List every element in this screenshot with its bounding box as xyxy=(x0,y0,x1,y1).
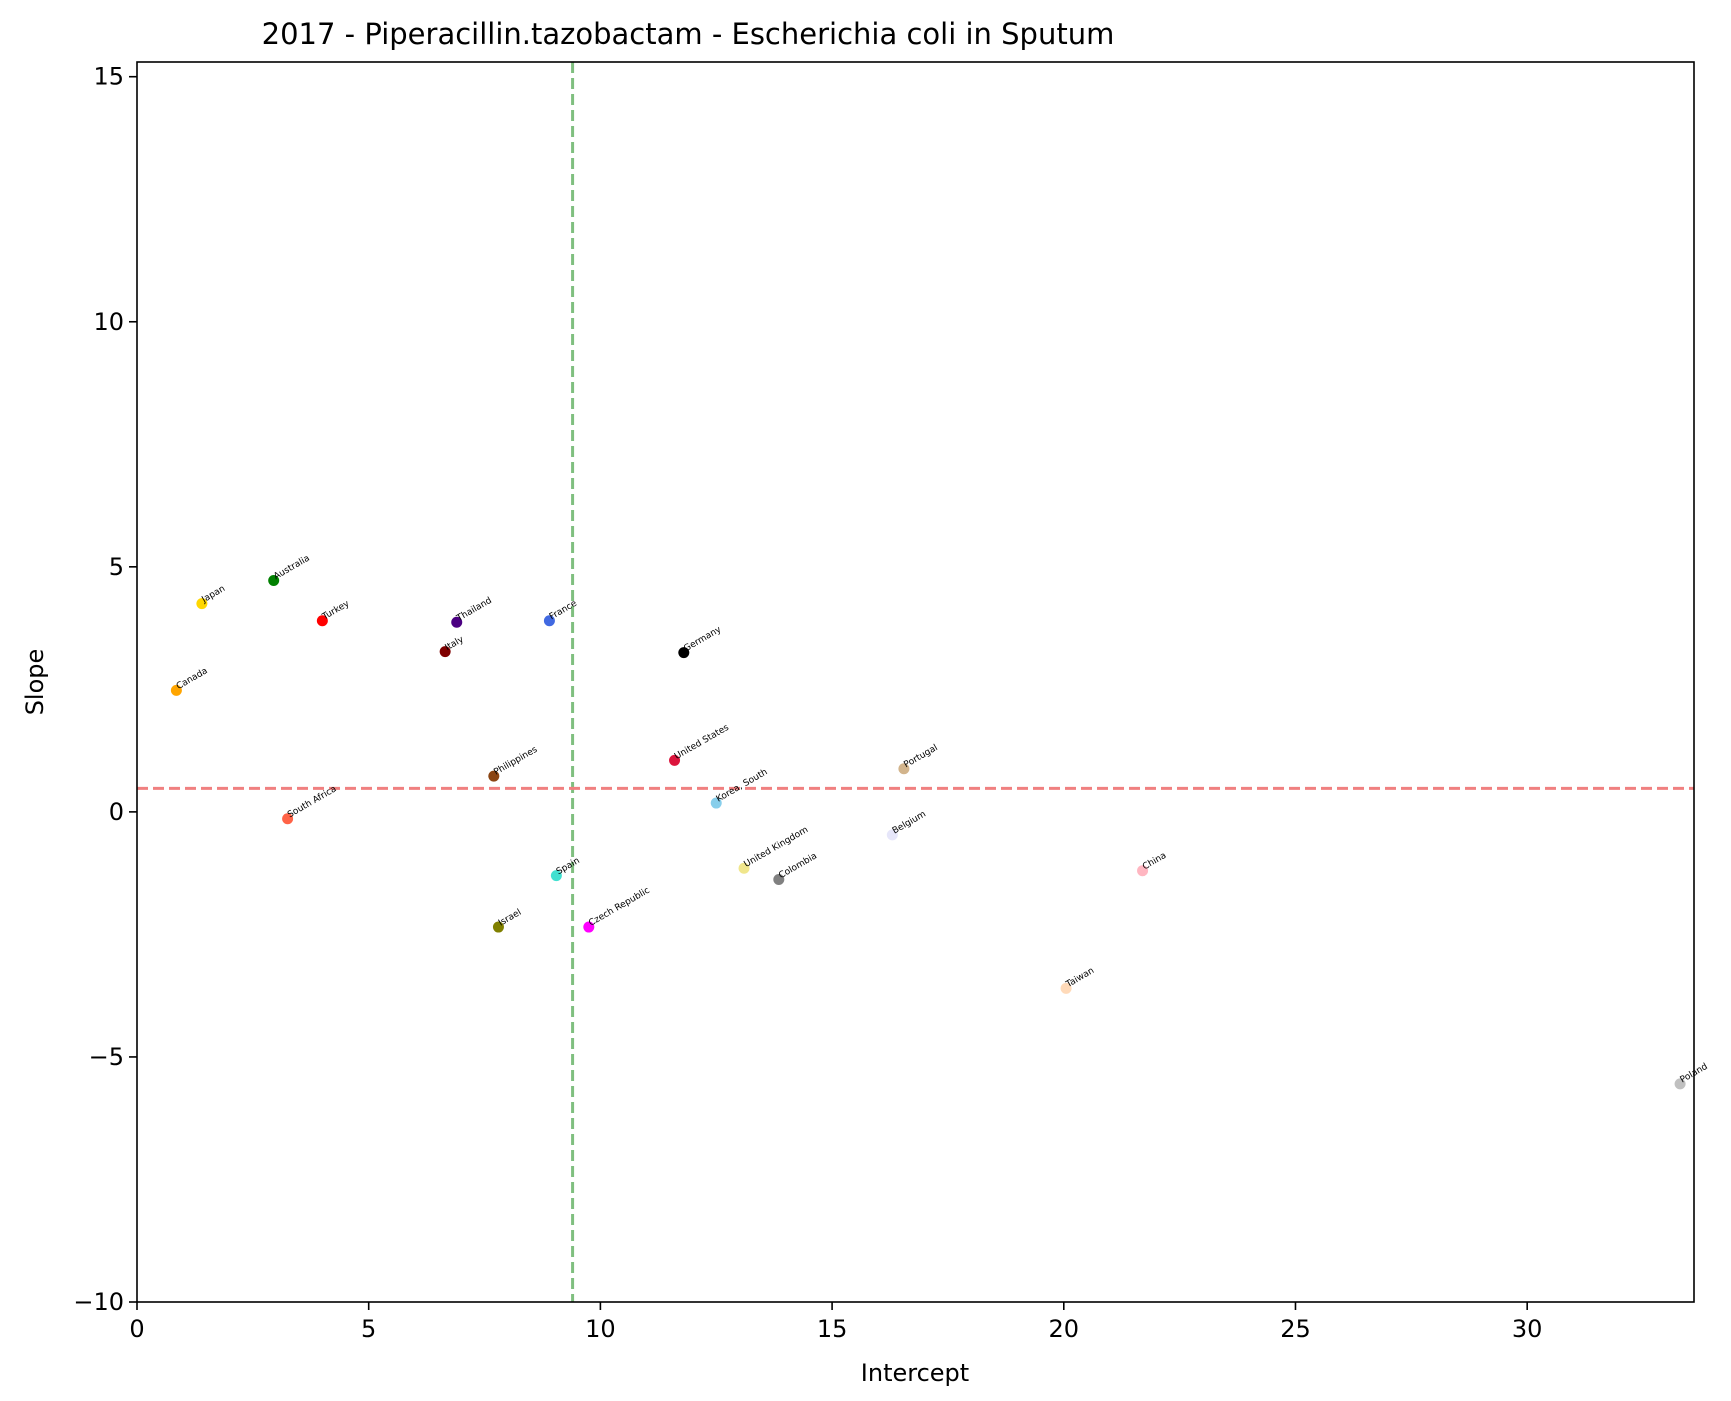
chart-title: 2017 - Piperacillin.tazobactam - Escheri… xyxy=(262,17,1115,51)
x-tick-label: 30 xyxy=(1512,1315,1543,1343)
data-point xyxy=(268,575,280,587)
data-point xyxy=(669,754,681,766)
y-axis-ticks: −10 −5 0 5 10 15 xyxy=(73,63,137,1316)
data-point xyxy=(1137,865,1149,877)
y-tick-label: 10 xyxy=(93,308,124,336)
data-point xyxy=(738,862,750,874)
reference-lines xyxy=(137,62,1694,1302)
x-tick-label: 10 xyxy=(585,1315,616,1343)
data-point xyxy=(170,684,182,696)
y-tick-label: 5 xyxy=(109,553,124,581)
x-tick-label: 25 xyxy=(1280,1315,1311,1343)
data-point xyxy=(678,647,690,659)
y-tick-label: 15 xyxy=(93,63,124,91)
data-point xyxy=(583,921,595,933)
y-tick-label: −5 xyxy=(89,1043,124,1071)
x-tick-label: 0 xyxy=(129,1315,144,1343)
data-point xyxy=(543,615,555,627)
x-axis-label: Intercept xyxy=(861,1359,969,1387)
data-point xyxy=(898,763,910,775)
data-point xyxy=(773,874,785,886)
data-point xyxy=(1060,982,1072,994)
data-point xyxy=(196,598,208,610)
data-point xyxy=(886,829,898,841)
plot-area-frame xyxy=(136,61,1695,1303)
data-point xyxy=(1674,1078,1686,1090)
y-tick-label: 0 xyxy=(109,798,124,826)
data-point xyxy=(282,813,294,825)
x-tick-label: 20 xyxy=(1049,1315,1080,1343)
x-tick-label: 15 xyxy=(817,1315,848,1343)
y-axis-label: Slope xyxy=(21,649,49,716)
data-points xyxy=(170,575,1686,1090)
x-axis-ticks: 0 5 10 15 20 25 30 xyxy=(129,1302,1542,1343)
data-point xyxy=(439,646,451,658)
data-point xyxy=(550,870,562,882)
data-point xyxy=(451,616,463,628)
data-point xyxy=(488,770,500,782)
data-point xyxy=(316,615,328,627)
x-tick-label: 5 xyxy=(361,1315,376,1343)
y-tick-label: −10 xyxy=(73,1288,124,1316)
data-point xyxy=(492,921,504,933)
data-point xyxy=(710,797,722,809)
